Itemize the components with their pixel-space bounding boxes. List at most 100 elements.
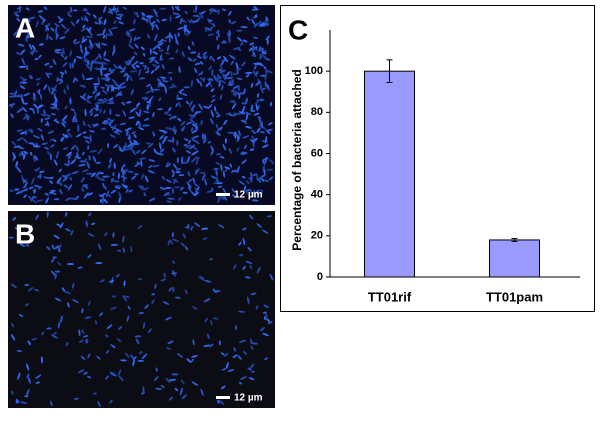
cell — [158, 49, 164, 52]
cell — [18, 65, 27, 68]
cell — [256, 266, 261, 274]
cell — [19, 26, 23, 33]
cell — [165, 179, 172, 184]
cell — [224, 352, 229, 357]
cell — [101, 98, 108, 104]
cell — [118, 191, 122, 199]
cell — [256, 127, 261, 134]
cell — [108, 28, 113, 36]
cell — [191, 157, 197, 163]
cell — [84, 339, 89, 342]
cell — [180, 242, 185, 247]
cell — [167, 139, 174, 142]
cell — [110, 178, 115, 183]
cell — [109, 108, 112, 116]
cell — [102, 28, 106, 36]
cell — [62, 47, 65, 54]
cell — [200, 120, 203, 126]
cell — [128, 44, 134, 50]
cell — [165, 377, 171, 383]
cell — [87, 192, 93, 196]
cell — [123, 148, 130, 151]
cell — [73, 41, 81, 45]
cell — [221, 8, 227, 12]
cell — [103, 5, 107, 14]
cell — [128, 28, 136, 32]
cell — [92, 155, 97, 163]
y-tick-label: 40 — [311, 189, 323, 201]
cell — [248, 214, 254, 220]
cell — [216, 35, 219, 41]
cell — [268, 176, 274, 181]
cell — [176, 94, 179, 99]
cell — [215, 169, 218, 177]
cell — [152, 45, 159, 51]
cell — [192, 305, 198, 310]
cell — [236, 77, 243, 80]
cell — [28, 43, 33, 51]
cell — [82, 24, 86, 29]
cell — [171, 232, 174, 238]
cell — [126, 101, 132, 104]
cell — [76, 19, 80, 24]
cell — [117, 172, 120, 180]
cell — [129, 70, 138, 73]
cell — [230, 20, 237, 25]
cell — [191, 137, 196, 142]
cell — [194, 156, 200, 159]
cell — [238, 339, 247, 343]
cell — [211, 22, 216, 27]
cell — [126, 315, 130, 322]
cell — [137, 185, 145, 188]
cell — [224, 137, 227, 144]
cell — [11, 322, 14, 328]
cell — [95, 61, 103, 65]
cell — [143, 97, 149, 101]
cell — [211, 69, 214, 76]
cell — [57, 78, 63, 81]
cell — [216, 114, 221, 118]
cell — [129, 76, 133, 82]
cell — [141, 124, 150, 127]
cell — [250, 104, 254, 112]
cell — [74, 397, 79, 400]
cell — [208, 19, 213, 22]
cell — [217, 74, 222, 80]
cell — [25, 36, 28, 43]
cell — [46, 23, 51, 27]
cell — [250, 345, 254, 350]
cell — [122, 163, 126, 168]
cell — [100, 86, 105, 89]
cell — [90, 45, 94, 50]
cell — [21, 151, 25, 159]
cell — [160, 278, 167, 282]
cell — [44, 192, 49, 196]
cell — [86, 375, 92, 379]
cell — [87, 232, 95, 237]
cell — [168, 38, 171, 43]
cell — [10, 390, 14, 395]
cell — [176, 353, 183, 358]
cell — [77, 266, 83, 269]
cell — [253, 65, 257, 70]
cell — [55, 26, 58, 35]
cell — [76, 133, 82, 138]
cell — [117, 369, 122, 377]
cell — [50, 189, 56, 192]
cell — [38, 186, 42, 190]
cell — [244, 188, 248, 195]
cell — [100, 178, 105, 181]
cell — [15, 52, 23, 56]
cell — [236, 134, 240, 141]
cell — [161, 83, 166, 88]
cell — [233, 72, 238, 75]
cell — [262, 23, 270, 27]
cell — [269, 273, 274, 281]
cell — [54, 48, 62, 52]
cell — [224, 166, 231, 170]
cell — [222, 143, 226, 151]
cell — [139, 62, 144, 65]
cell — [252, 36, 259, 39]
cell — [211, 10, 219, 13]
